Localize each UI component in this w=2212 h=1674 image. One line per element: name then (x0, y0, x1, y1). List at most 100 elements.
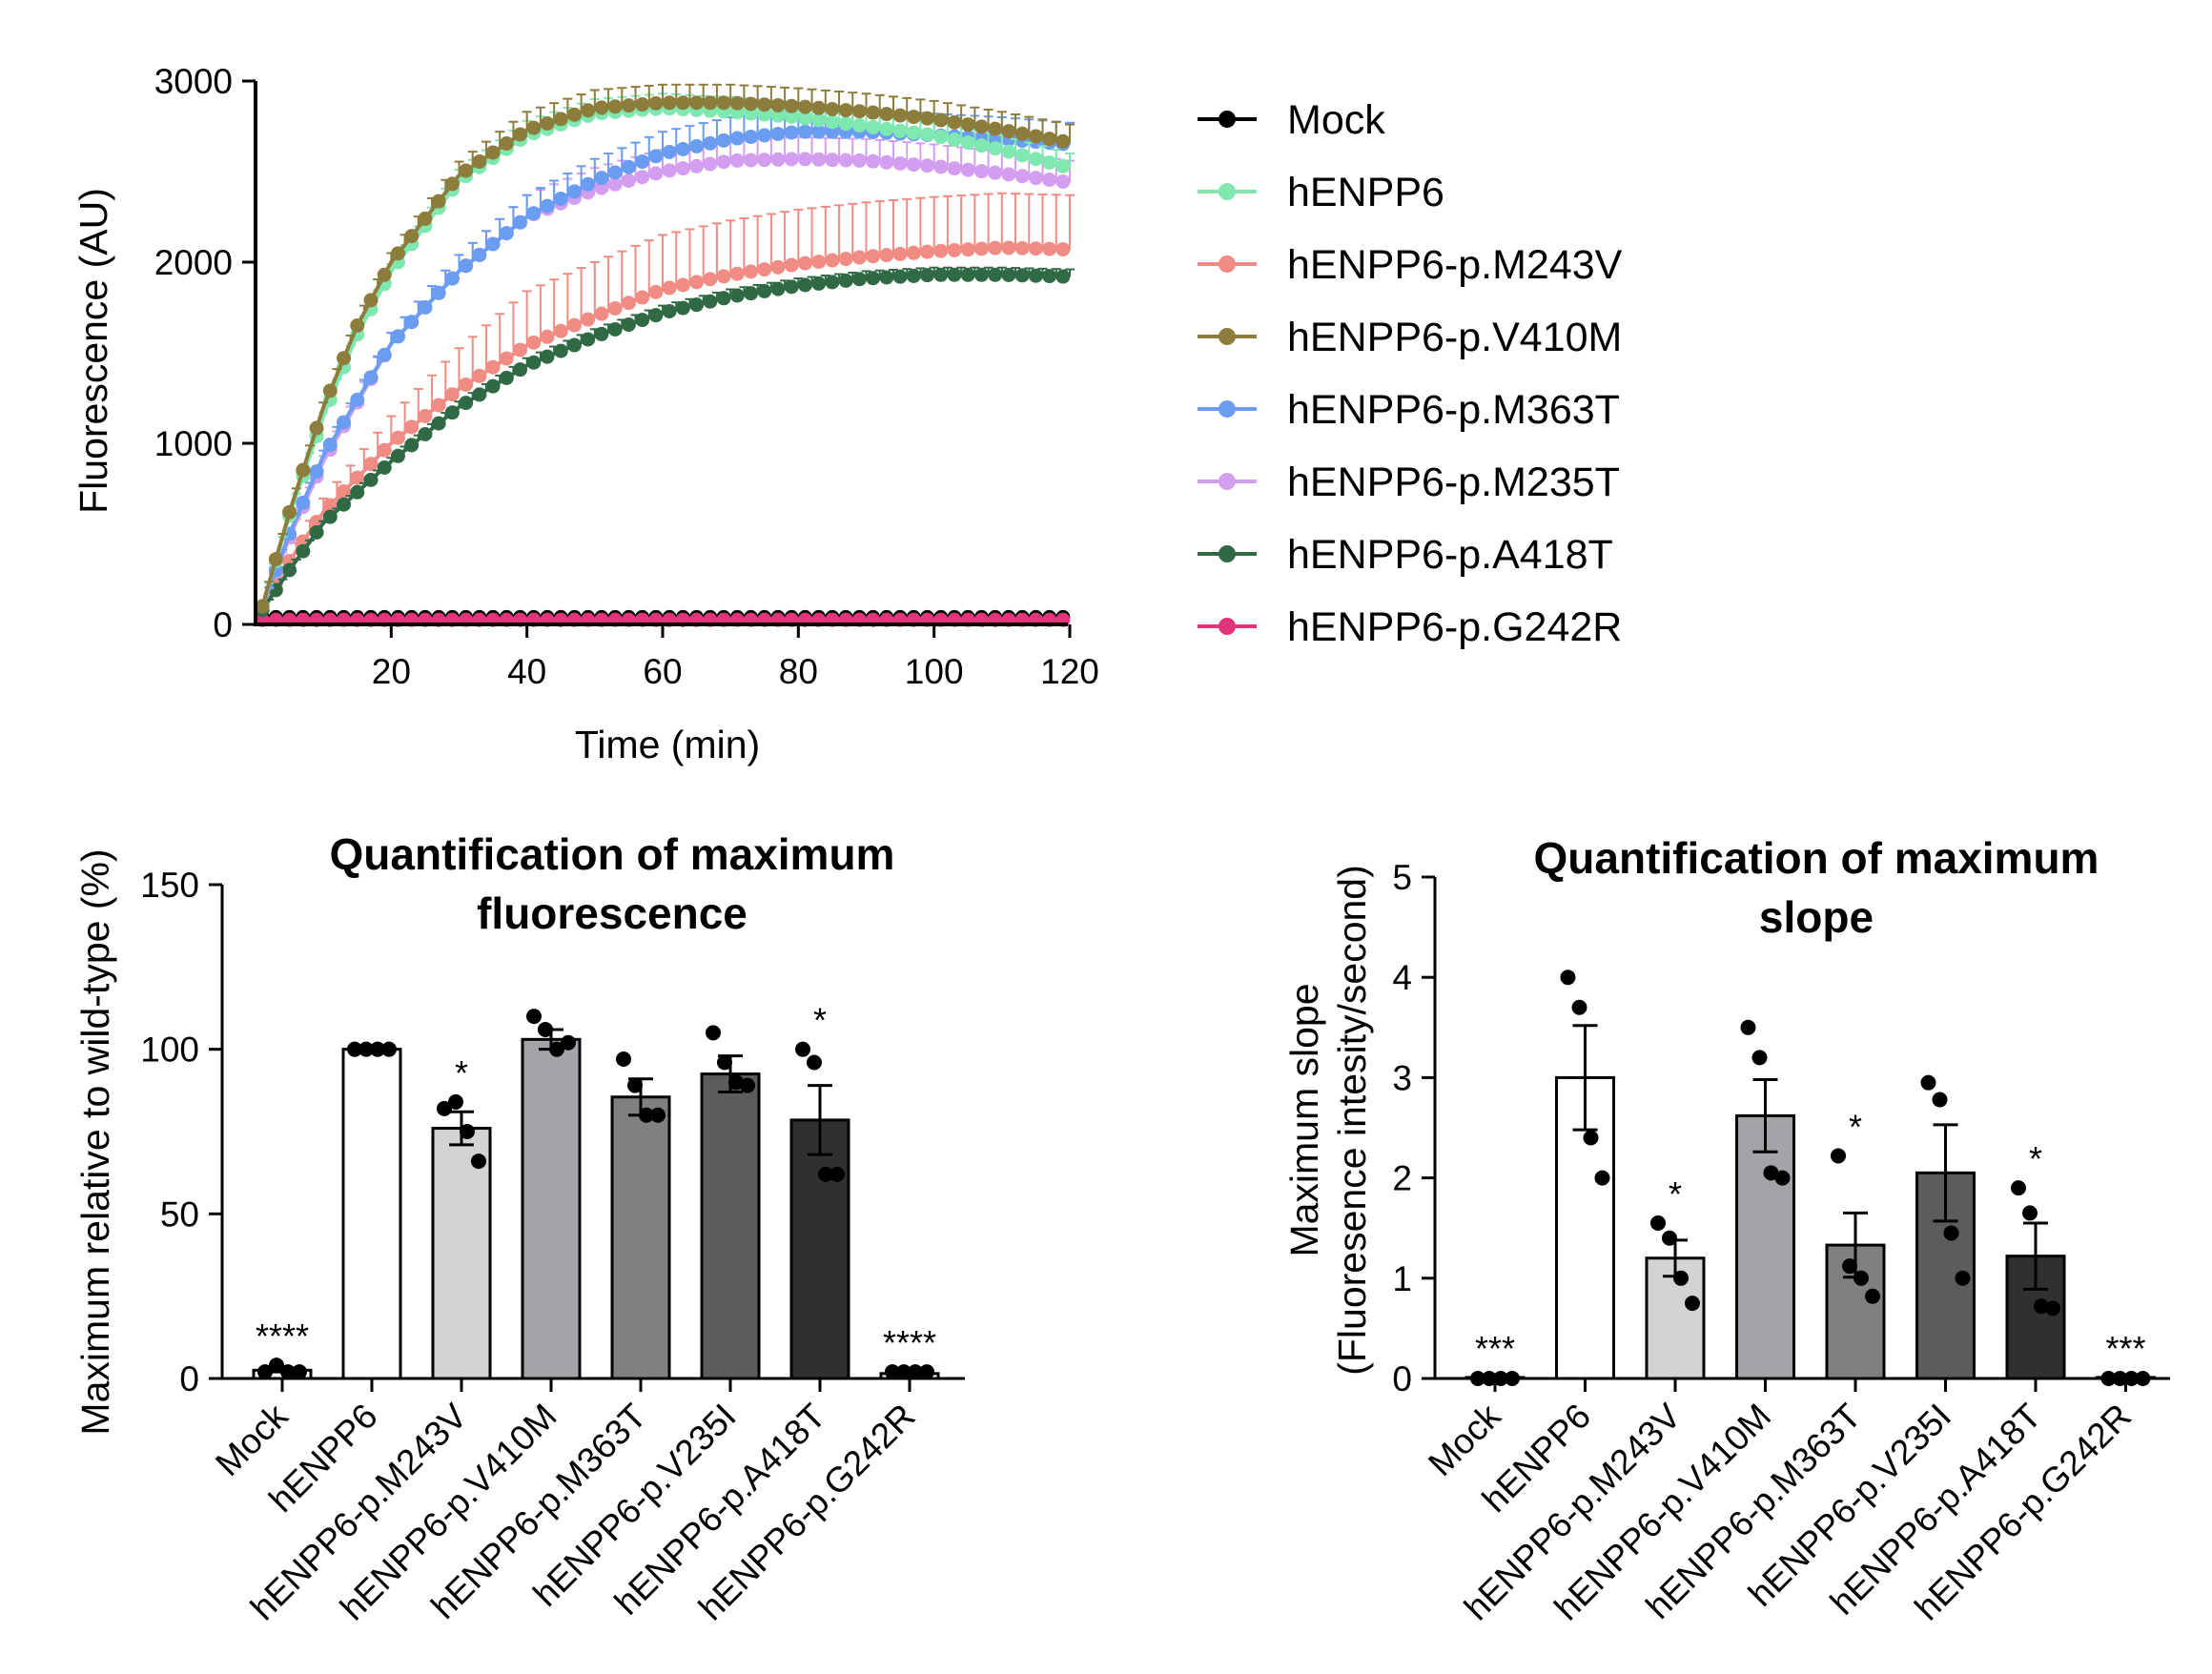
data-point (728, 1074, 744, 1091)
data-point (892, 108, 908, 123)
data-point (418, 427, 433, 441)
data-point (729, 266, 745, 281)
data-point (499, 226, 514, 241)
data-point (703, 294, 718, 309)
data-point (973, 119, 989, 134)
data-point (513, 214, 528, 230)
data-point (770, 259, 786, 275)
data-point (947, 242, 962, 257)
y-tick-label: 0 (213, 605, 233, 644)
x-tick-label: 20 (372, 652, 411, 691)
data-point (621, 159, 636, 174)
data-point (1055, 174, 1071, 189)
legend-label: hENPP6-p.V410M (1287, 315, 1622, 360)
data-point (594, 326, 609, 341)
data-point (784, 109, 799, 124)
legend-label: hENPP6-p.M235T (1287, 459, 1620, 505)
data-point (337, 415, 352, 430)
data-point (662, 303, 677, 318)
legend-label: hENPP6-p.G242R (1287, 604, 1622, 650)
series-hENPP6-p.V410M (255, 83, 1075, 614)
data-point (1028, 268, 1043, 283)
data-point (920, 127, 935, 142)
data-point (390, 329, 405, 344)
data-point (1001, 124, 1016, 139)
y-tick-label: 2 (1392, 1159, 1412, 1198)
data-point (716, 133, 731, 148)
data-point (566, 337, 582, 353)
significance-label: * (1849, 1107, 1862, 1146)
data-point (472, 387, 487, 402)
data-point (830, 1166, 845, 1182)
data-point (540, 198, 555, 214)
data-point (811, 112, 827, 128)
data-point (566, 317, 582, 333)
data-point (1042, 241, 1057, 256)
series-line (260, 130, 1071, 607)
y-tick-label: 1000 (154, 424, 233, 463)
data-point (471, 1153, 486, 1170)
data-point (404, 315, 420, 330)
y-tick-label: 2000 (154, 243, 233, 282)
data-point (1055, 133, 1071, 149)
y-tick-label: 1 (1392, 1259, 1412, 1298)
data-point (621, 296, 636, 311)
data-point (418, 211, 433, 226)
data-point (675, 161, 690, 176)
data-point (358, 1041, 374, 1057)
data-point (635, 313, 650, 328)
significance-label: * (455, 1053, 468, 1092)
data-point (729, 153, 745, 168)
data-point (825, 253, 840, 268)
data-point (581, 103, 596, 118)
data-point (892, 123, 908, 138)
data-point (607, 300, 623, 316)
data-point (635, 97, 650, 112)
data-point (1001, 267, 1016, 282)
bar (521, 1037, 582, 1380)
y-tick-label: 0 (1392, 1359, 1412, 1398)
data-point (1685, 1296, 1700, 1312)
data-point (689, 275, 705, 290)
bar-chart-2-title-line2: slope (1759, 892, 1874, 942)
data-point (444, 405, 460, 420)
data-point (2045, 1300, 2060, 1317)
data-point (716, 95, 731, 111)
data-point (526, 120, 542, 135)
data-point (322, 438, 338, 453)
data-point (797, 255, 812, 271)
significance-label: *** (1475, 1329, 1515, 1368)
data-point (947, 133, 962, 148)
data-point (431, 194, 446, 209)
data-point (851, 250, 867, 265)
data-point (616, 1051, 631, 1068)
significance-label: * (813, 1001, 827, 1040)
data-point (538, 1021, 553, 1037)
data-point (581, 312, 596, 327)
significance-label: * (2029, 1139, 2042, 1178)
data-point (1014, 126, 1030, 141)
data-point (280, 1364, 296, 1380)
data-point (635, 154, 650, 170)
data-point (716, 291, 731, 306)
data-point (322, 509, 338, 524)
data-point (784, 279, 799, 295)
data-point (838, 252, 853, 267)
data-point (444, 387, 460, 402)
data-point (526, 206, 542, 221)
data-point (1028, 241, 1043, 256)
data-point (437, 1100, 452, 1116)
bar-chart-2-y-label-line2: (Fluoresence intesity/second) (1330, 865, 1374, 1376)
data-point (322, 383, 338, 398)
x-tick-label: 40 (507, 652, 546, 691)
data-point (553, 192, 568, 206)
data-point (485, 378, 501, 394)
data-point (350, 484, 365, 500)
data-point (797, 124, 812, 139)
data-point (540, 115, 555, 131)
data-point (757, 262, 772, 277)
data-point (706, 1025, 721, 1041)
data-point (973, 164, 989, 179)
legend-label: Mock (1287, 97, 1385, 143)
data-point (309, 420, 324, 436)
